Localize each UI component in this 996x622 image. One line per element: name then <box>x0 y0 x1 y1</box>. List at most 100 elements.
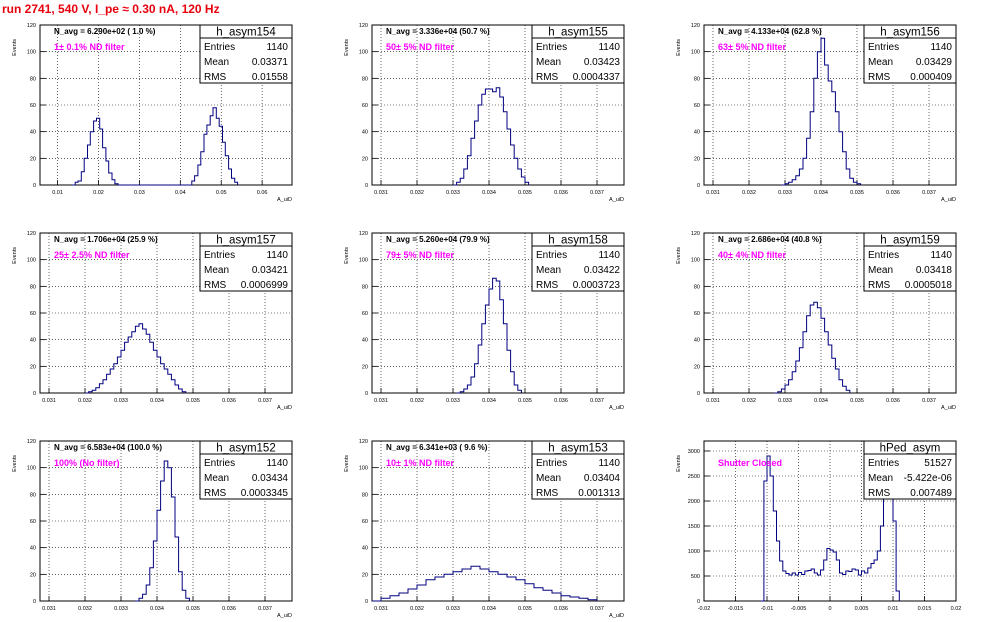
x-tick-label: 0.034 <box>482 606 496 612</box>
y-tick-label: 1000 <box>688 549 700 555</box>
stats-box: h_asym157 Entries 1140 Mean 0.03421 RMS 0.0006… <box>199 232 293 292</box>
n-avg-label: N_avg = 6.290e+02 ( 1.0 %) <box>54 27 156 36</box>
stats-label: Mean <box>536 57 561 68</box>
stats-value: 0.007489 <box>910 488 952 499</box>
y-tick-label: 100 <box>691 50 700 56</box>
y-tick-label: 80 <box>694 76 700 82</box>
n-avg-label: N_avg = 5.260e+04 (79.9 %) <box>386 235 490 244</box>
stats-label: Mean <box>868 265 893 276</box>
stats-body <box>199 453 293 500</box>
y-tick-label: 0 <box>33 599 36 605</box>
stats-value: 0.03434 <box>252 473 289 484</box>
y-tick-label: 40 <box>30 546 36 552</box>
n-avg-label: N_avg = 6.341e+03 ( 9.6 %) <box>386 443 488 452</box>
x-tick-label: 0.04 <box>175 190 186 196</box>
x-axis-title: A_uiD <box>277 613 292 619</box>
page-title: run 2741, 540 V, I_pe ≈ 0.30 nA, 120 Hz <box>2 2 220 16</box>
stats-body <box>531 453 625 500</box>
stats-value: 0.03422 <box>584 265 621 276</box>
x-tick-label: -0.015 <box>728 606 744 612</box>
stats-label: RMS <box>204 488 227 499</box>
y-tick-label: 60 <box>30 103 36 109</box>
x-tick-label: 0.033 <box>778 190 792 196</box>
histogram-name: h_asym156 <box>880 27 939 39</box>
x-tick-label: 0.035 <box>186 398 200 404</box>
x-tick-label: 0.037 <box>922 398 936 404</box>
x-tick-label: 0.033 <box>114 398 128 404</box>
y-tick-label: 0 <box>365 599 368 605</box>
stats-body <box>863 37 957 84</box>
y-tick-label: 2500 <box>688 474 700 480</box>
x-tick-label: 0.032 <box>78 606 92 612</box>
stats-label: RMS <box>536 488 559 499</box>
stats-label: Entries <box>868 250 899 261</box>
x-tick-label: 0.036 <box>886 190 900 196</box>
y-tick-label: 60 <box>694 103 700 109</box>
y-tick-label: 40 <box>362 130 368 136</box>
x-tick-label: 0.005 <box>855 606 869 612</box>
stats-box: h_asym152 Entries 1140 Mean 0.03434 RMS 0.0003… <box>199 440 293 500</box>
x-tick-label: 0.032 <box>410 398 424 404</box>
y-axis-title: Events <box>12 39 18 56</box>
stats-box: h_asym158 Entries 1140 Mean 0.03422 RMS 0.0003… <box>531 232 625 292</box>
stats-value: 0.03371 <box>252 57 289 68</box>
x-tick-label: 0.037 <box>258 398 272 404</box>
stats-value: 0.0005018 <box>905 280 953 291</box>
y-tick-label: 0 <box>365 391 368 397</box>
stats-value: 1140 <box>598 458 620 469</box>
stats-value: 0.0006999 <box>241 280 289 291</box>
x-tick-label: 0.036 <box>554 606 568 612</box>
y-tick-label: 20 <box>694 156 700 162</box>
y-tick-label: 80 <box>694 284 700 290</box>
chart-h_asym153: 0.031 0.032 0.033 0.034 0.035 0.036 0.037 0 20 40… <box>344 439 625 619</box>
filter-note: 100% (No filter) <box>54 458 120 468</box>
x-tick-label: 0.032 <box>410 606 424 612</box>
histogram-name: h_asym158 <box>548 235 607 247</box>
stats-body <box>863 245 957 292</box>
stats-value: 0.03404 <box>584 473 621 484</box>
y-tick-label: 40 <box>362 546 368 552</box>
stats-label: RMS <box>868 488 891 499</box>
y-tick-label: 120 <box>359 439 368 445</box>
y-axis-title: Events <box>344 39 350 56</box>
stats-value: 1140 <box>266 250 288 261</box>
chart-h_asym159: 0.031 0.032 0.033 0.034 0.035 0.036 0.037 0 20 40… <box>676 231 957 411</box>
y-tick-label: 40 <box>30 338 36 344</box>
stats-label: Entries <box>536 250 567 261</box>
x-tick-label: 0.037 <box>258 606 272 612</box>
x-tick-label: 0.033 <box>446 190 460 196</box>
x-tick-label: 0.031 <box>374 398 388 404</box>
y-tick-label: 100 <box>359 258 368 264</box>
y-tick-label: 100 <box>27 466 36 472</box>
chart-h_asym158: 0.031 0.032 0.033 0.034 0.035 0.036 0.037 0 20 40… <box>344 231 625 411</box>
x-tick-label: 0.033 <box>446 606 460 612</box>
y-tick-label: 60 <box>30 311 36 317</box>
y-tick-label: 120 <box>27 231 36 237</box>
x-tick-label: 0.032 <box>742 190 756 196</box>
x-tick-label: 0.01 <box>52 190 63 196</box>
y-tick-label: 100 <box>359 466 368 472</box>
chart-h_asym152: 0.031 0.032 0.033 0.034 0.035 0.036 0.037 0 20 40… <box>12 439 293 619</box>
y-tick-label: 0 <box>33 391 36 397</box>
y-tick-label: 60 <box>30 519 36 525</box>
y-tick-label: 40 <box>694 130 700 136</box>
x-tick-label: 0.02 <box>951 606 962 612</box>
filter-note: 25± 2.5% ND filter <box>54 250 130 260</box>
filter-note: 10± 1% ND filter <box>386 458 454 468</box>
x-tick-label: 0.034 <box>150 606 164 612</box>
x-tick-label: 0.034 <box>814 398 828 404</box>
y-tick-label: 500 <box>691 574 700 580</box>
stats-label: Entries <box>536 42 567 53</box>
stats-label: RMS <box>536 72 559 83</box>
x-tick-label: 0.031 <box>42 398 56 404</box>
y-tick-label: 20 <box>694 364 700 370</box>
chart-h_asym155: 0.031 0.032 0.033 0.034 0.035 0.036 0.037 0 20 40… <box>344 23 625 203</box>
x-axis-title: A_uiD <box>609 197 624 203</box>
histogram-line <box>760 455 900 602</box>
x-axis-title: A_uiD <box>277 405 292 411</box>
stats-box: h_asym159 Entries 1140 Mean 0.03418 RMS 0.0005… <box>863 232 957 292</box>
x-tick-label: -0.01 <box>761 606 774 612</box>
stats-body <box>199 37 293 84</box>
y-axis-title: Events <box>12 455 18 472</box>
x-tick-label: 0.035 <box>850 190 864 196</box>
